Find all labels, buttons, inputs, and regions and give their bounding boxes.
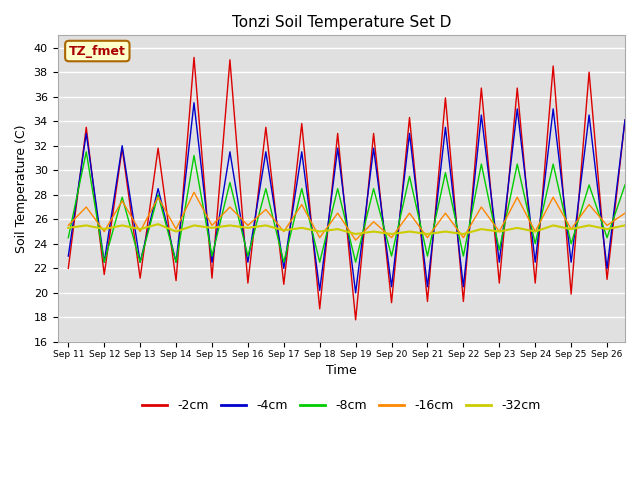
Text: TZ_fmet: TZ_fmet bbox=[69, 45, 125, 58]
Y-axis label: Soil Temperature (C): Soil Temperature (C) bbox=[15, 124, 28, 253]
X-axis label: Time: Time bbox=[326, 364, 356, 377]
Legend: -2cm, -4cm, -8cm, -16cm, -32cm: -2cm, -4cm, -8cm, -16cm, -32cm bbox=[137, 394, 545, 417]
Title: Tonzi Soil Temperature Set D: Tonzi Soil Temperature Set D bbox=[232, 15, 451, 30]
